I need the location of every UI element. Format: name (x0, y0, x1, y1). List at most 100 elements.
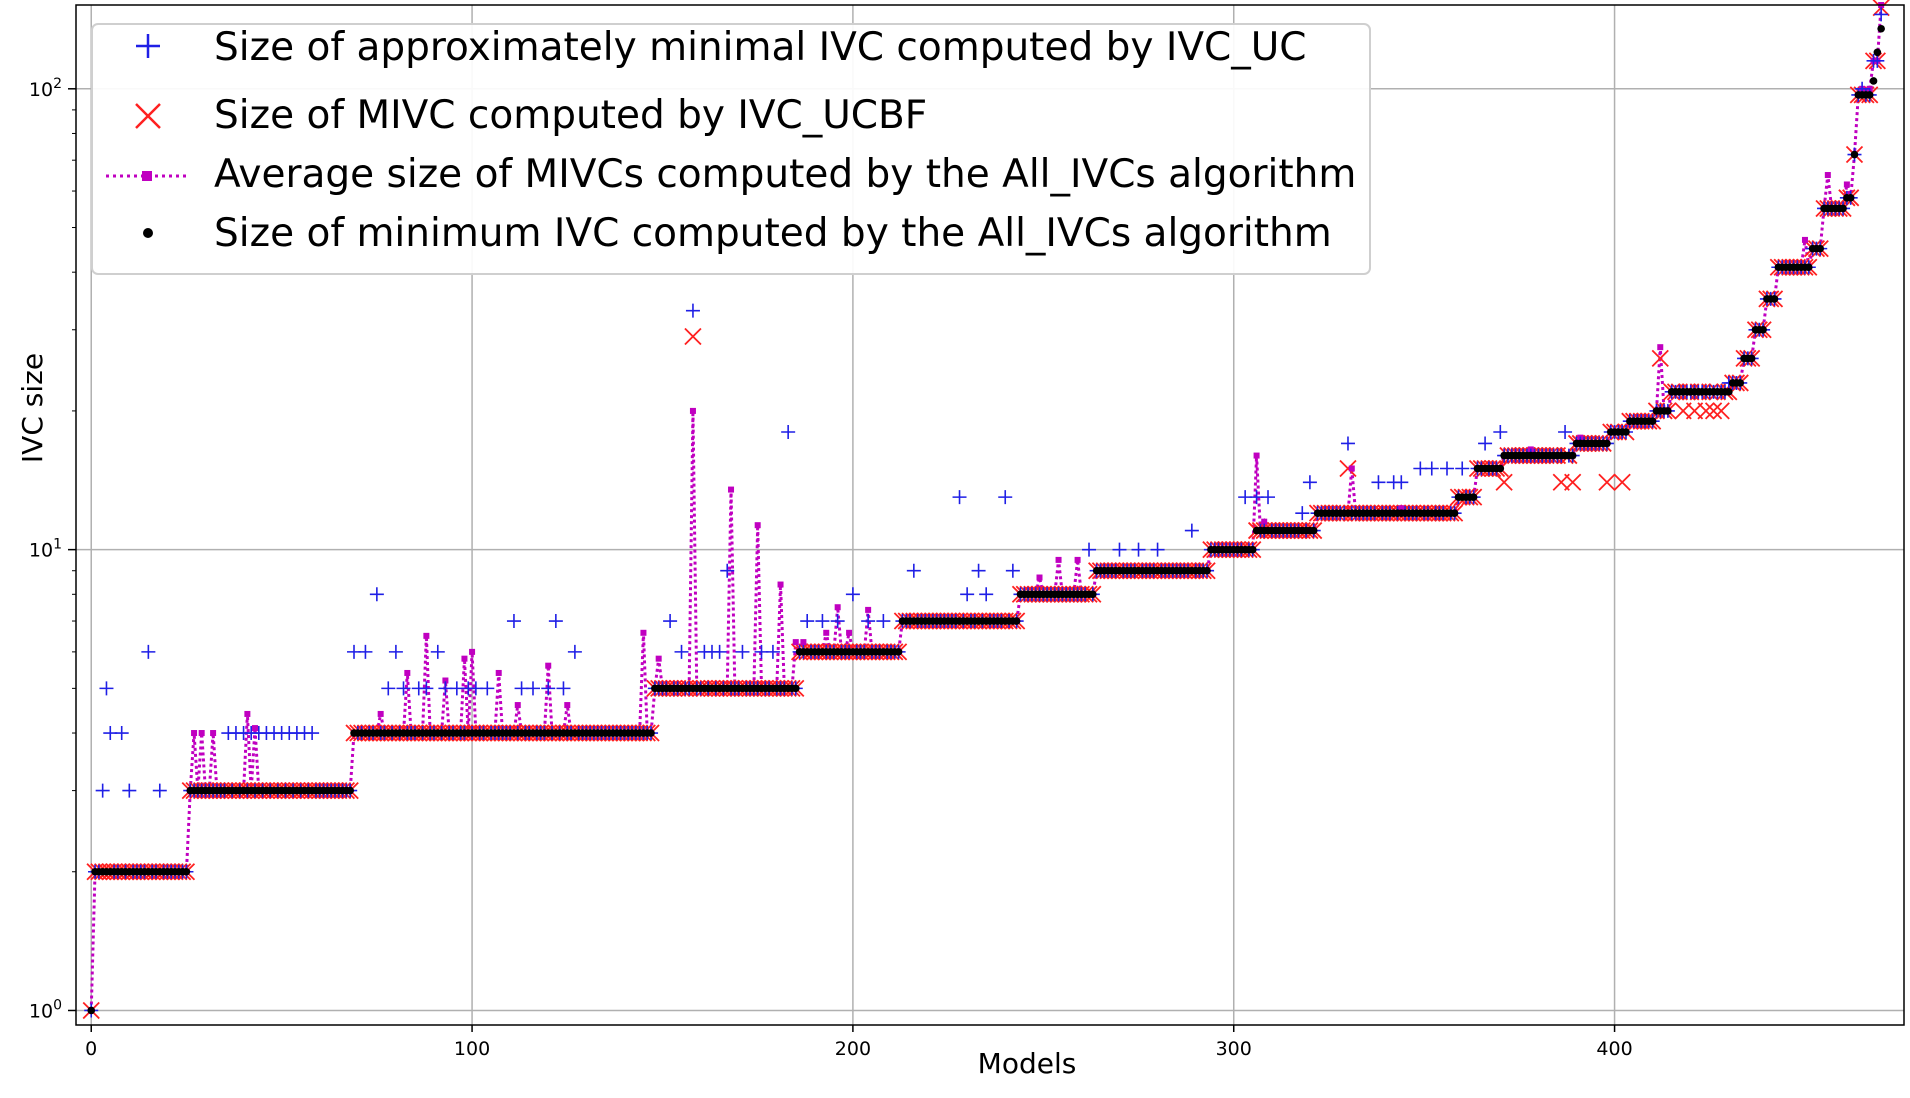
ivc-ucbf-point (1495, 473, 1513, 491)
ivc-uc-point (845, 587, 860, 602)
ivc-uc-point (971, 563, 986, 578)
minimum-ivc-point (1089, 590, 1097, 599)
ivc-uc-point (1112, 542, 1127, 557)
ivc-uc-point (95, 783, 110, 798)
average-mivc-point (865, 606, 872, 613)
ivc-uc-point (381, 681, 396, 696)
minimum-ivc-point (1622, 428, 1630, 436)
legend-marker-dot (143, 228, 153, 238)
ivc-uc-point (1493, 424, 1508, 439)
ivc-uc-point (765, 644, 780, 659)
average-mivc-point (210, 730, 217, 737)
average-mivc-point (1055, 556, 1062, 563)
y-axis-label: IVC size (16, 353, 49, 463)
ivc-uc-point (1184, 523, 1199, 538)
ivc-uc-point (122, 783, 137, 798)
ivc-ucbf-point (1598, 473, 1616, 491)
minimum-ivc-point (1747, 354, 1756, 363)
ivc-uc-point (556, 681, 571, 696)
ivc-ucbf-point (1651, 349, 1669, 368)
average-mivc-point (1398, 505, 1405, 512)
ivc-uc-point (735, 644, 750, 659)
series-layer (82, 0, 1890, 1020)
minimum-ivc-point (1869, 77, 1878, 85)
ivc-uc-point (830, 614, 845, 629)
ivc-uc-point (663, 614, 678, 629)
average-mivc-point (442, 677, 449, 684)
legend-label-ivc-uc: Size of approximately minimal IVC comput… (214, 25, 1307, 70)
average-mivc-point (461, 655, 468, 662)
minimum-ivc-point (1469, 493, 1478, 501)
ivc-ucbf-point (1339, 459, 1357, 478)
legend-entry-ivc-uc: Size of approximately minimal IVC comput… (136, 25, 1307, 70)
ivc-uc-point (1558, 424, 1573, 439)
ivc-uc-point (1082, 542, 1097, 557)
y-tick-label: 102 (29, 76, 62, 101)
legend-entry-ivc-ucbf: Size of MIVC computed by IVC_UCBF (135, 93, 927, 138)
minimum-ivc-point (1203, 566, 1211, 575)
ivc-uc-point (548, 614, 563, 629)
average-mivc-point (640, 629, 647, 636)
average-mivc-point (191, 730, 198, 737)
ivc-ucbf-point (1613, 473, 1631, 491)
y-tick-label: 101 (29, 537, 62, 562)
average-mivc-point (1801, 236, 1808, 243)
average-mivc-point (1843, 181, 1850, 188)
minimum-ivc-point (791, 684, 800, 693)
ivc-uc-point (1440, 461, 1454, 476)
ivc-uc-point (152, 783, 167, 798)
ivc-uc-point (1302, 475, 1317, 490)
minimum-ivc-point (1568, 451, 1577, 460)
x-axis-label: Models (978, 1047, 1077, 1080)
legend-marker-plus (136, 34, 160, 58)
ivc-uc-point (712, 644, 727, 659)
ivc-uc-point (567, 644, 582, 659)
minimum-ivc-point (1603, 439, 1611, 448)
average-mivc-point (1261, 518, 1268, 525)
minimum-ivc-point (346, 786, 355, 795)
plot-frame (75, 4, 1905, 1026)
ivc-uc-point (114, 726, 129, 741)
average-mivc-point (1657, 344, 1664, 351)
average-mivc-point (495, 669, 502, 676)
ivc-uc-point (815, 614, 830, 629)
average-mivc-point (754, 522, 761, 529)
minimum-ivc-point (1496, 464, 1505, 473)
ivc-uc-point (358, 644, 373, 659)
minimum-ivc-point (1846, 194, 1855, 202)
x-tick-label: 0 (85, 1038, 97, 1060)
ivc-uc-point (979, 587, 994, 602)
average-mivc-point (404, 669, 411, 676)
minimum-ivc-point (1873, 48, 1882, 57)
average-mivc-point (823, 629, 830, 636)
average-mivc-point (377, 710, 384, 717)
minimum-ivc-point (1839, 204, 1847, 213)
x-tick-label: 400 (1596, 1038, 1632, 1060)
ivc-uc-point (674, 644, 689, 659)
average-mivc-point (777, 581, 784, 588)
ivc-uc-point (1131, 542, 1146, 557)
ivc-uc-point (861, 614, 876, 629)
ivc-uc-point (1005, 563, 1020, 578)
legend-marker-x (135, 103, 161, 129)
average-mivc-point (728, 486, 735, 493)
legend-label-ivc-ucbf: Size of MIVC computed by IVC_UCBF (214, 93, 927, 138)
ivc-uc-point (396, 681, 411, 696)
average-mivc-point (846, 629, 853, 636)
minimum-ivc-point (87, 1006, 96, 1015)
minimum-ivc-point (1850, 150, 1859, 159)
ivc-uc-point (1478, 436, 1493, 451)
average-mivc-point (545, 662, 552, 669)
legend-label-average-mivc: Average size of MIVCs computed by the Al… (214, 152, 1356, 197)
ivc-uc-point (1150, 542, 1165, 557)
ivc-ucbf-point (1704, 402, 1723, 420)
minimum-ivc-point (182, 867, 191, 876)
ivc-uc-point (480, 681, 495, 696)
legend: Size of approximately minimal IVC comput… (91, 23, 1371, 275)
average-mivc-point (1253, 452, 1260, 459)
average-mivc-point (655, 655, 662, 662)
minimum-ivc-point (647, 729, 655, 737)
minimum-ivc-point (1450, 509, 1459, 517)
